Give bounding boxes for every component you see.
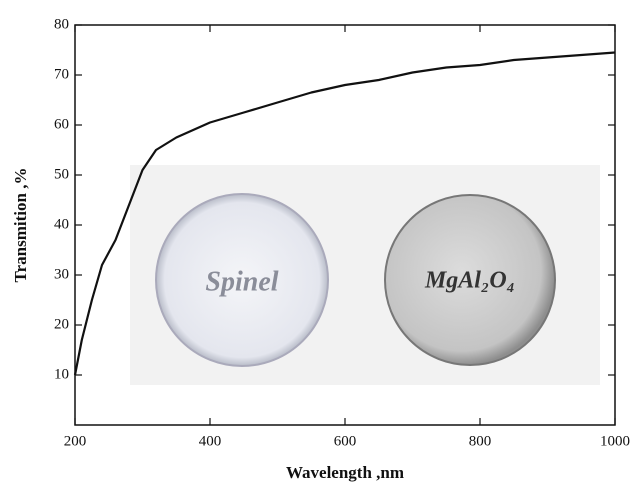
x-tick-label: 400: [199, 433, 222, 449]
x-tick-label: 200: [64, 433, 87, 449]
y-tick-label: 50: [54, 166, 69, 182]
y-axis-title: Transmition ,%: [11, 168, 30, 283]
x-tick-label: 800: [469, 433, 492, 449]
y-tick-label: 60: [54, 116, 69, 132]
x-axis-title: Wavelength ,nm: [286, 463, 404, 482]
spinel-disk: [155, 193, 329, 367]
y-tick-label: 40: [54, 216, 69, 232]
data-line: [73, 51, 616, 376]
x-tick-label: 1000: [600, 433, 630, 449]
mgal2o4-disk: [384, 194, 556, 366]
y-tick-label: 20: [54, 316, 69, 332]
y-tick-label: 80: [54, 16, 69, 32]
y-tick-label: 10: [54, 366, 69, 382]
annotation: Spinel: [205, 266, 278, 297]
y-tick-label: 70: [54, 66, 69, 82]
x-tick-label: 600: [334, 433, 357, 449]
y-tick-label: 30: [54, 266, 69, 282]
annotation: MgAl₂O₄: [424, 268, 515, 294]
